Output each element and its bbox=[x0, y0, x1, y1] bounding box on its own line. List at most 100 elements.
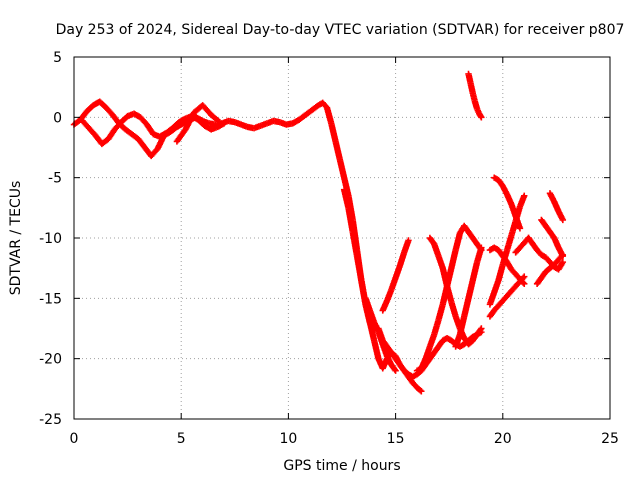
data-point-trail bbox=[310, 103, 321, 113]
data-point-trail bbox=[337, 157, 347, 180]
data-point-trail bbox=[196, 117, 207, 128]
data-point-trail bbox=[488, 245, 496, 253]
x-tick-label: 25 bbox=[601, 431, 619, 447]
data-point-trail bbox=[517, 240, 527, 250]
data-point-trail bbox=[487, 308, 497, 319]
data-point-trail bbox=[78, 109, 90, 122]
data-points bbox=[70, 70, 567, 395]
x-axis-label: GPS time / hours bbox=[283, 458, 400, 474]
data-point-trail bbox=[252, 123, 263, 131]
data-point-trail bbox=[112, 120, 124, 132]
data-point-trail bbox=[126, 111, 136, 119]
data-point-trail bbox=[539, 217, 549, 228]
data-point-trail bbox=[509, 267, 518, 277]
y-axis-label: SDTVAR / TECUs bbox=[8, 181, 24, 296]
data-point-trail bbox=[474, 246, 485, 264]
data-point-trail bbox=[476, 111, 484, 120]
data-point-trail bbox=[239, 121, 250, 130]
data-point-trail bbox=[461, 296, 472, 319]
data-point-trail bbox=[496, 178, 506, 189]
data-point-trail bbox=[445, 335, 454, 343]
data-point-trail bbox=[431, 344, 441, 355]
data-point-trail bbox=[474, 107, 482, 116]
y-tick-label: 0 bbox=[53, 110, 62, 126]
data-point-trail bbox=[504, 260, 514, 272]
data-point-trail bbox=[530, 242, 540, 253]
series-8 bbox=[426, 234, 485, 348]
data-point-trail bbox=[393, 356, 403, 367]
data-point bbox=[216, 118, 223, 126]
x-tick-label: 5 bbox=[177, 431, 186, 447]
data-point-trail bbox=[543, 265, 553, 275]
data-point-trail bbox=[500, 293, 510, 303]
data-point-trail bbox=[513, 272, 523, 282]
data-point-trail bbox=[466, 338, 475, 347]
data-point-trail bbox=[271, 118, 282, 126]
data-point-trail bbox=[415, 365, 424, 374]
data-point-trail bbox=[474, 326, 484, 337]
data-point-trail bbox=[556, 260, 566, 272]
data-point-trail bbox=[543, 223, 553, 234]
data-point-trail bbox=[246, 124, 256, 132]
data-point-trail bbox=[129, 131, 141, 142]
x-tick-label: 15 bbox=[387, 431, 405, 447]
data-point-trail bbox=[328, 121, 339, 144]
data-point-trail bbox=[183, 110, 197, 132]
data-point-trail bbox=[320, 100, 330, 110]
x-tick-label: 10 bbox=[279, 431, 297, 447]
data-point bbox=[220, 120, 228, 127]
data-point-trail bbox=[80, 118, 92, 131]
data-point bbox=[559, 252, 567, 260]
data-point-trail bbox=[513, 279, 523, 289]
data-point-trail bbox=[233, 119, 243, 128]
data-point-trail bbox=[388, 350, 398, 361]
data-point-trail bbox=[97, 99, 109, 110]
data-point-trail bbox=[504, 289, 514, 298]
data-point-trail bbox=[345, 206, 356, 234]
data-point-trail bbox=[496, 248, 506, 259]
series-11 bbox=[491, 174, 524, 232]
data-point-trail bbox=[556, 252, 565, 262]
data-point-trail bbox=[496, 298, 505, 308]
data-point-trail bbox=[207, 120, 218, 128]
series-0 bbox=[70, 98, 378, 332]
data-point-trail bbox=[86, 126, 98, 138]
series-19 bbox=[546, 190, 567, 224]
data-point bbox=[521, 280, 528, 288]
data-point-trail bbox=[84, 103, 96, 114]
data-point bbox=[405, 237, 412, 244]
data-point-trail bbox=[174, 127, 188, 144]
data-point-trail bbox=[466, 229, 476, 240]
data-point-trail bbox=[458, 341, 466, 349]
data-point-trail bbox=[201, 118, 211, 126]
data-point-trail bbox=[547, 262, 557, 271]
data-point-trail bbox=[427, 236, 437, 247]
data-point-trail bbox=[436, 338, 446, 349]
y-tick-label: -10 bbox=[39, 231, 62, 247]
data-point-trail bbox=[470, 236, 480, 247]
x-tick-label: 20 bbox=[494, 431, 512, 447]
data-point-trail bbox=[539, 269, 549, 280]
data-point bbox=[478, 114, 485, 121]
data-point-trail bbox=[209, 112, 222, 125]
y-tick-label: 5 bbox=[53, 50, 62, 66]
data-point-trail bbox=[465, 278, 476, 301]
data-point-trail bbox=[495, 262, 506, 282]
data-point-trail bbox=[427, 350, 437, 361]
data-point-trail bbox=[349, 230, 360, 258]
data-point-trail bbox=[265, 118, 275, 126]
data-point-trail bbox=[209, 124, 220, 132]
data-point-trail bbox=[164, 125, 175, 136]
series-14 bbox=[486, 273, 528, 320]
data-point-trail bbox=[258, 120, 269, 129]
data-point-trail bbox=[539, 252, 548, 260]
series-6 bbox=[379, 237, 412, 314]
data-point-trail bbox=[402, 368, 411, 377]
data-point-trail bbox=[151, 131, 162, 140]
data-point-trail bbox=[552, 264, 561, 272]
data-point-trail bbox=[106, 127, 118, 141]
data-point-trail bbox=[492, 175, 501, 183]
data-point-trail bbox=[526, 236, 536, 247]
data-point-trail bbox=[170, 119, 182, 131]
series-2 bbox=[173, 102, 223, 145]
